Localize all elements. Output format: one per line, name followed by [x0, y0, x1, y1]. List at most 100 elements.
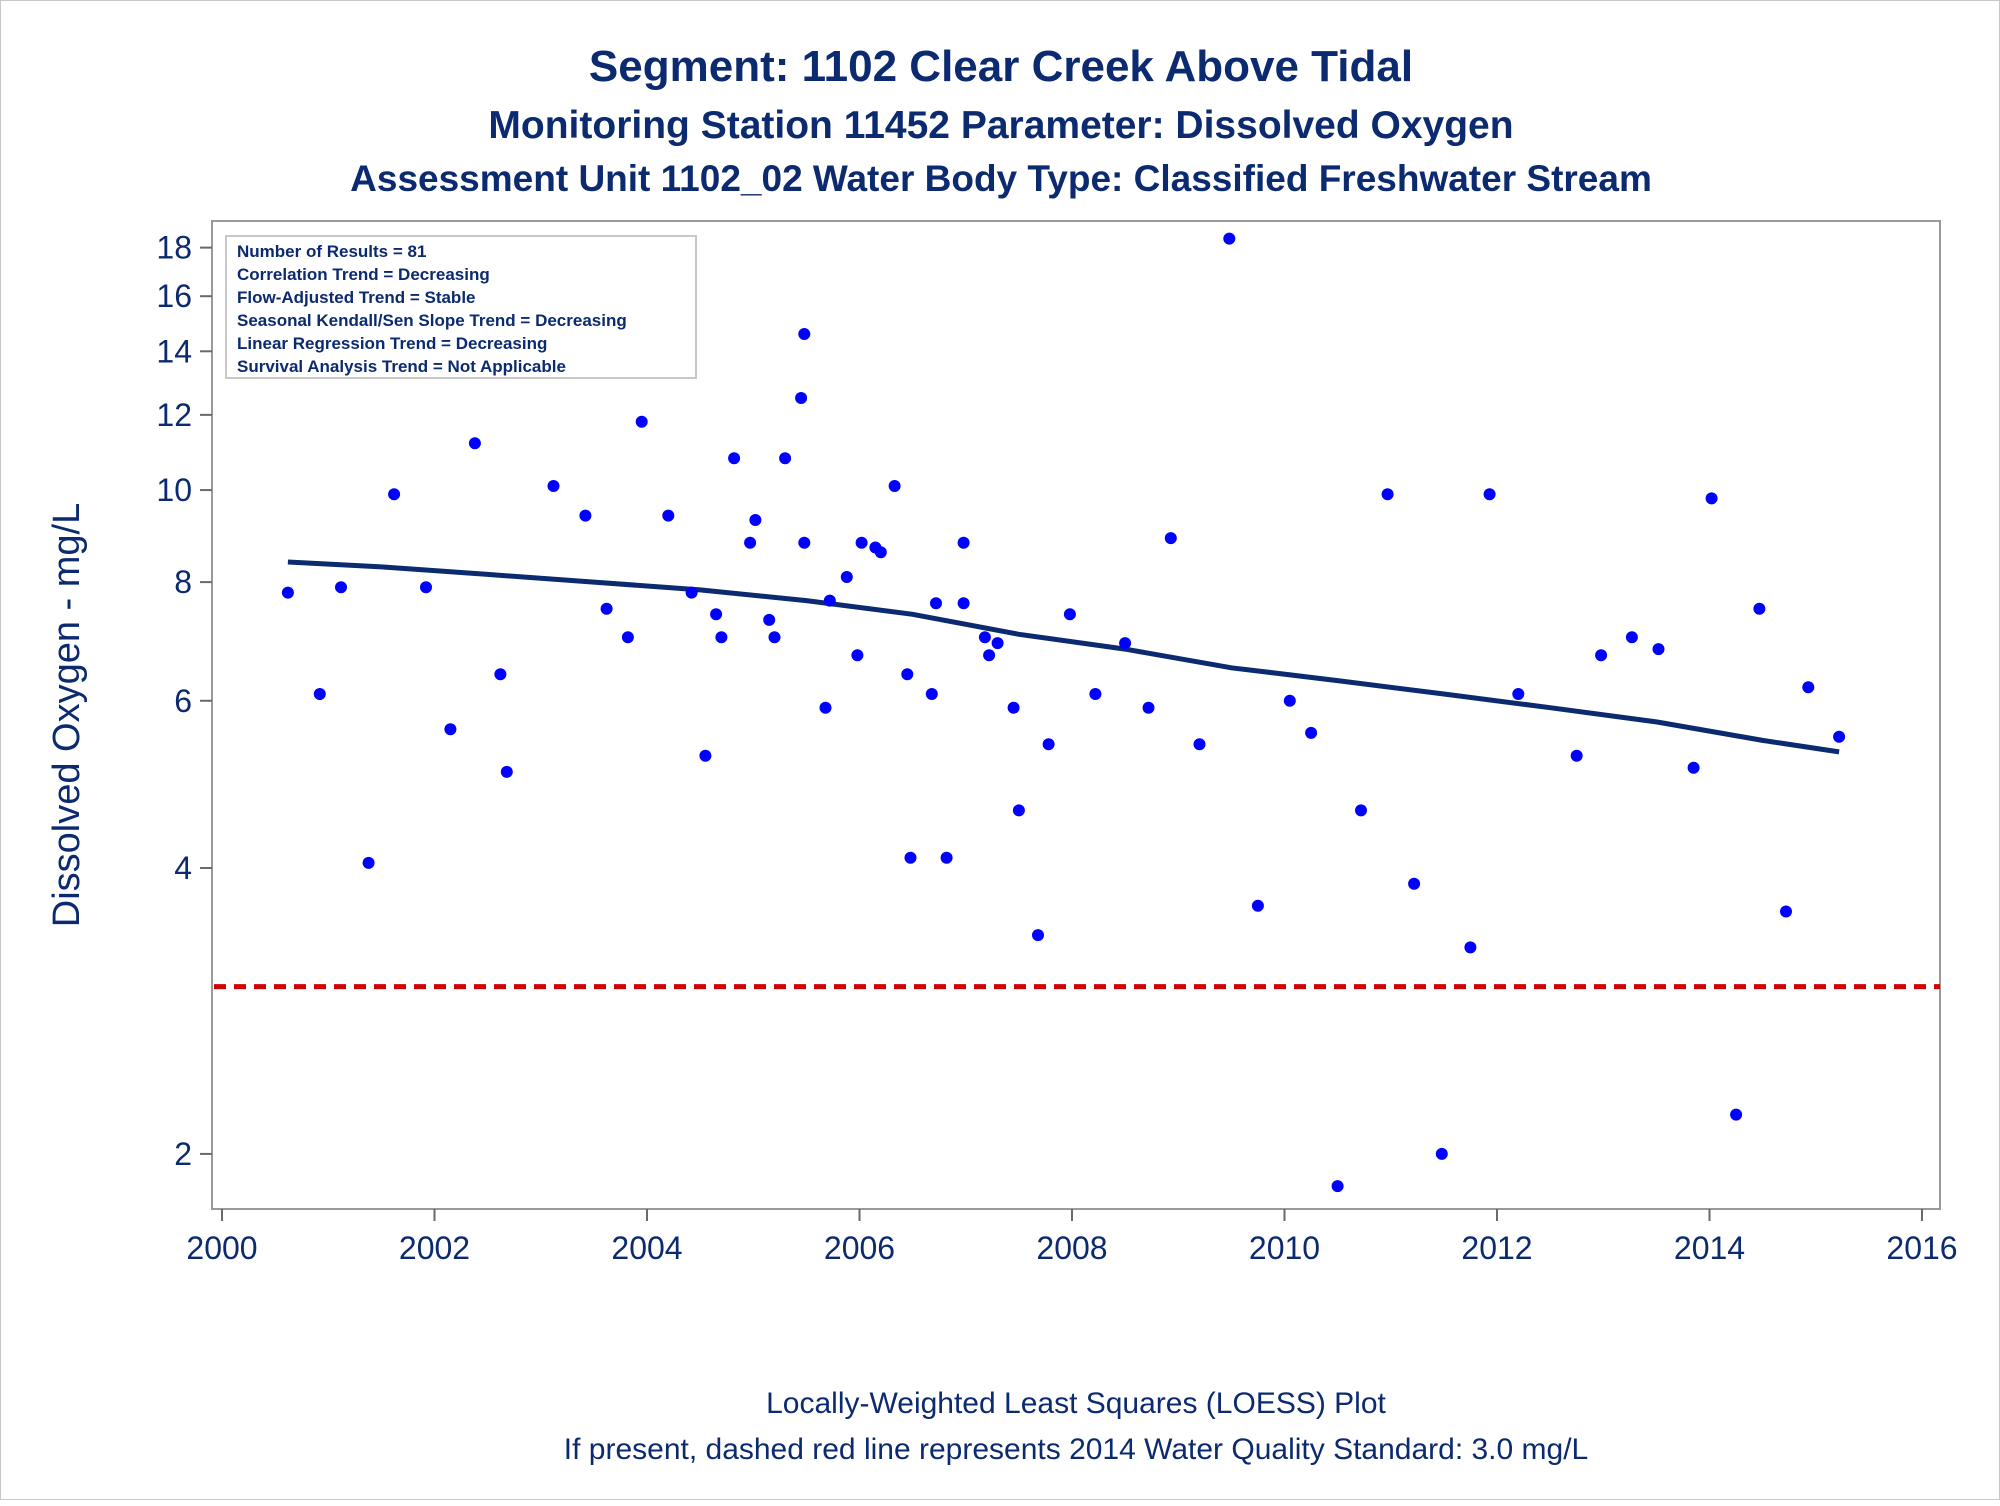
data-point — [795, 392, 808, 404]
data-points — [281, 232, 1846, 1193]
data-point — [335, 581, 347, 594]
y-tick-label: 18 — [156, 230, 192, 266]
data-point — [749, 514, 762, 526]
data-point — [281, 586, 294, 599]
data-point — [798, 328, 811, 340]
y-axis: 2 4 6 8 10 12 14 16 18 — [156, 230, 212, 1172]
x-tick-label: 2010 — [1249, 1230, 1320, 1266]
data-point — [494, 668, 507, 681]
data-point — [978, 631, 991, 644]
data-point — [925, 688, 938, 700]
x-tick-label: 2006 — [824, 1230, 895, 1266]
data-point — [1780, 905, 1792, 918]
y-tick-label: 10 — [156, 472, 192, 508]
x-tick-label: 2014 — [1674, 1230, 1745, 1266]
data-point — [1355, 804, 1367, 817]
data-point — [1283, 694, 1296, 707]
data-point — [1012, 804, 1025, 817]
data-point — [1802, 681, 1815, 694]
x-tick-label: 2000 — [186, 1230, 257, 1266]
data-point — [635, 415, 648, 428]
data-point — [500, 765, 513, 778]
y-tick-label: 12 — [156, 397, 192, 433]
data-point — [1007, 701, 1020, 714]
data-point — [1483, 488, 1496, 501]
data-point — [579, 509, 592, 522]
data-point — [388, 488, 401, 501]
data-point — [991, 637, 1004, 650]
y-tick-label: 14 — [156, 333, 192, 369]
x-tick-label: 2012 — [1461, 1230, 1532, 1266]
x-tick-label: 2004 — [611, 1230, 682, 1266]
x-axis: 2000 2002 2004 2006 2008 2010 2012 2014 2016 — [186, 1209, 1958, 1266]
data-point — [1570, 749, 1583, 762]
legend-line-results: Number of Results = 81 — [237, 242, 426, 261]
x-tick-label: 2016 — [1886, 1230, 1957, 1266]
data-point — [1042, 738, 1055, 751]
data-point — [779, 452, 792, 465]
data-point — [468, 437, 481, 450]
y-tick-label: 8 — [174, 564, 192, 600]
data-point — [1687, 761, 1700, 774]
data-point — [600, 602, 613, 615]
data-point — [1652, 643, 1665, 656]
data-point — [940, 851, 953, 864]
x-tick-label: 2008 — [1036, 1230, 1107, 1266]
footnote-loess: Locally-Weighted Least Squares (LOESS) P… — [766, 1387, 1386, 1420]
data-point — [699, 749, 712, 762]
data-point — [1435, 1147, 1448, 1160]
data-point — [1730, 1108, 1743, 1121]
data-point — [957, 597, 970, 610]
data-point — [313, 688, 326, 700]
data-point — [888, 480, 901, 492]
y-axis-label: Dissolved Oxygen - mg/L — [46, 503, 88, 928]
data-point — [1164, 532, 1177, 545]
data-point — [1119, 637, 1132, 650]
data-point — [444, 723, 457, 736]
data-point — [1063, 608, 1076, 621]
data-point — [710, 608, 723, 621]
data-point — [1142, 701, 1155, 714]
data-point — [1305, 726, 1318, 739]
data-point — [547, 480, 560, 492]
y-tick-label: 6 — [174, 683, 192, 719]
data-point — [1223, 232, 1236, 245]
data-point — [715, 631, 728, 644]
data-point — [728, 452, 741, 465]
data-point — [874, 546, 887, 559]
data-point — [621, 631, 634, 644]
data-point — [763, 613, 776, 626]
data-point — [855, 536, 868, 549]
data-point — [1464, 941, 1477, 954]
y-tick-label: 16 — [156, 278, 192, 314]
chart-subtitle-2: Assessment Unit 1102_02 Water Body Type:… — [350, 158, 1652, 199]
data-point — [983, 649, 996, 662]
data-point — [744, 536, 757, 549]
data-point — [1251, 899, 1264, 912]
data-point — [1408, 877, 1421, 890]
data-point — [1753, 602, 1766, 615]
legend-line-survival: Survival Analysis Trend = Not Applicable — [237, 357, 566, 376]
data-point — [362, 856, 375, 869]
data-point — [1193, 738, 1206, 751]
data-point — [1089, 688, 1102, 700]
y-tick-label: 2 — [174, 1136, 192, 1172]
data-point — [1331, 1180, 1344, 1193]
legend-line-linear-regression: Linear Regression Trend = Decreasing — [237, 334, 547, 353]
data-point — [1625, 631, 1638, 644]
loess-trend-line — [287, 559, 1840, 755]
data-point — [768, 631, 781, 644]
data-point — [1595, 649, 1608, 662]
legend-line-correlation: Correlation Trend = Decreasing — [237, 265, 490, 284]
chart-title: Segment: 1102 Clear Creek Above Tidal — [589, 42, 1413, 91]
data-point — [420, 581, 432, 594]
stats-legend-box — [225, 235, 697, 379]
data-point — [1381, 488, 1394, 501]
data-point — [1512, 688, 1525, 700]
legend-line-flow-adjusted: Flow-Adjusted Trend = Stable — [237, 288, 476, 307]
stats-legend: Number of Results = 81 Correlation Trend… — [225, 235, 697, 379]
data-point — [1833, 730, 1846, 743]
plot-area — [211, 220, 1941, 1210]
